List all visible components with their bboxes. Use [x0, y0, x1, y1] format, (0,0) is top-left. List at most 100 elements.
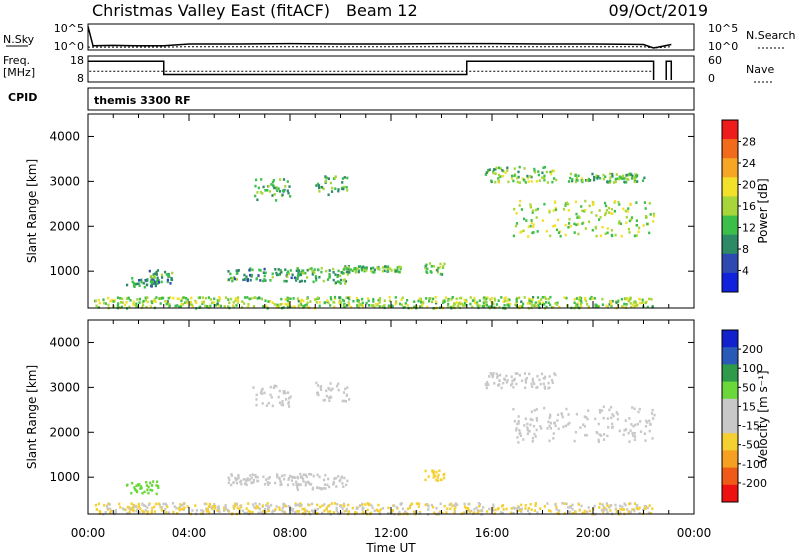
power-cell: [210, 301, 213, 305]
power-cell: [543, 303, 546, 306]
power-cell: [365, 267, 368, 271]
cpid-program: themis 3300 RF: [94, 94, 191, 107]
velocity-cell: [328, 396, 331, 400]
velocity-cell: [494, 508, 497, 512]
velocity-cell: [501, 504, 505, 507]
velocity-cell: [176, 512, 179, 515]
velocity-cell: [518, 432, 521, 436]
power-cell: [489, 305, 492, 308]
power-cell: [611, 212, 614, 215]
power-cell: [325, 269, 328, 273]
power-cell: [363, 266, 366, 270]
power-cell: [599, 234, 602, 238]
velocity-cell: [208, 502, 211, 506]
power-cell: [452, 304, 455, 308]
power-cell: [425, 297, 428, 300]
power-cell: [629, 202, 632, 206]
power-cell: [213, 301, 216, 304]
velocity-cell: [646, 506, 649, 510]
velocity-cell: [287, 478, 290, 481]
x-tick-label: 00:00: [71, 526, 106, 540]
velocity-cell: [361, 506, 364, 510]
power-cell: [494, 180, 497, 184]
velocity-cell: [245, 507, 248, 510]
power-cell: [580, 177, 583, 180]
colorbar-swatch: [722, 196, 738, 216]
velocity-cell: [203, 502, 206, 506]
power-cell: [231, 277, 234, 280]
power-cell: [553, 200, 556, 203]
velocity-cell: [434, 474, 437, 478]
power-cell: [169, 296, 172, 299]
velocity-cell: [250, 481, 253, 484]
velocity-cell: [510, 507, 513, 510]
power-cell: [279, 178, 282, 181]
velocity-cell: [255, 393, 258, 397]
velocity-cell: [536, 511, 539, 514]
power-cell: [155, 281, 158, 284]
power-cell: [153, 280, 156, 283]
power-cell: [167, 274, 170, 277]
power-cell: [249, 278, 252, 282]
velocity-cell: [150, 484, 153, 487]
velocity-cell: [533, 409, 536, 412]
power-cell: [338, 301, 341, 304]
velocity-cell: [227, 476, 230, 480]
power-cell: [606, 231, 609, 235]
power-cell: [619, 176, 622, 180]
power-cell: [295, 279, 298, 282]
velocity-cell: [305, 509, 308, 513]
power-cell: [367, 299, 370, 303]
power-cell: [289, 297, 292, 301]
velocity-cell: [128, 510, 131, 514]
velocity-cell: [257, 479, 260, 483]
power-cell: [264, 271, 267, 275]
colorbar-tick-label: 100: [742, 362, 763, 375]
colorbar-swatch: [722, 450, 738, 469]
power-cell: [351, 269, 354, 273]
power-cell: [403, 305, 406, 309]
velocity-cell: [651, 507, 654, 511]
velocity-cell: [240, 482, 243, 486]
velocity-cell: [649, 511, 653, 515]
power-cell: [363, 268, 366, 271]
velocity-cell: [622, 508, 626, 511]
velocity-cell: [424, 478, 427, 482]
power-cell: [413, 305, 416, 309]
velocity-cell: [628, 502, 631, 506]
velocity-cell: [441, 511, 444, 515]
noise-panel-frame: [87, 23, 695, 51]
velocity-cell: [638, 407, 641, 411]
velocity-cell: [284, 391, 287, 395]
power-cell: [333, 295, 337, 299]
velocity-cell: [325, 389, 328, 393]
power-cell: [537, 304, 540, 307]
velocity-cell: [297, 503, 300, 506]
power-cell: [149, 280, 152, 284]
power-cell: [332, 271, 335, 274]
power-cell: [605, 204, 608, 208]
colorbar-tick-label: 15: [742, 400, 756, 413]
power-cell: [311, 269, 314, 273]
power-cell: [370, 267, 373, 270]
velocity-cell: [322, 399, 325, 402]
power-cell: [160, 297, 163, 300]
power-cell: [610, 233, 613, 237]
power-cell: [595, 175, 598, 179]
colorbar-swatch: [722, 467, 738, 486]
velocity-cell: [387, 506, 390, 510]
power-cell: [641, 179, 645, 182]
power-cell: [306, 268, 309, 272]
power-cell: [174, 304, 177, 308]
power-cell: [580, 205, 583, 208]
velocity-cell: [553, 372, 556, 375]
power-cell: [337, 188, 340, 191]
power-cell: [166, 278, 169, 282]
velocity-cell: [141, 509, 144, 513]
power-cell: [357, 306, 360, 309]
power-cell: [594, 227, 598, 230]
power-cell: [107, 296, 110, 300]
power-cell: [577, 222, 580, 226]
power-cell: [300, 279, 303, 283]
